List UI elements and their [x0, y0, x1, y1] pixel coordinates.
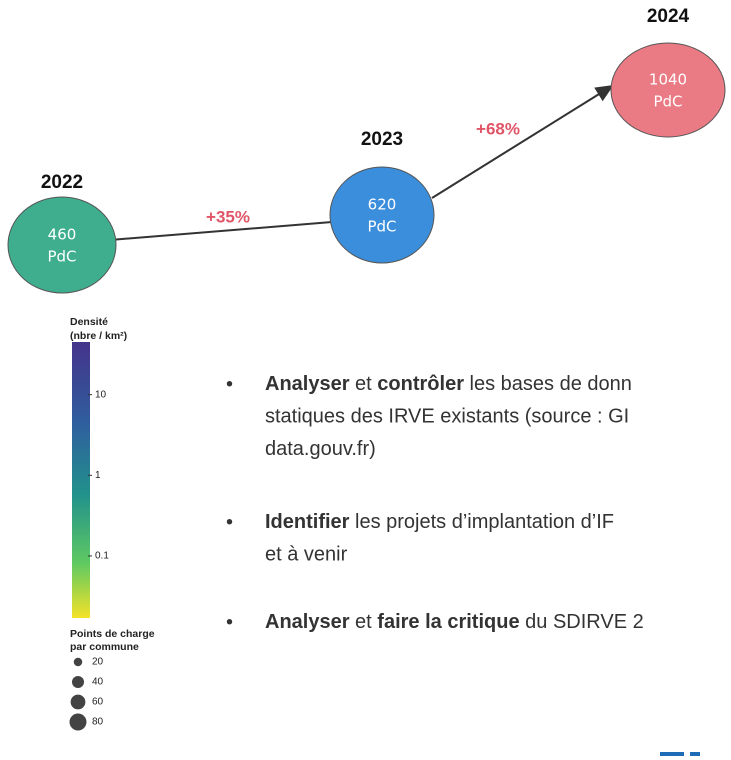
size-key-label: 40	[92, 677, 104, 688]
size-key	[71, 675, 85, 689]
bullet-text: statiques des IRVE existants (source : G…	[265, 406, 629, 428]
node-value: 620	[368, 196, 397, 214]
bullet-text: et	[350, 373, 378, 395]
bullet-line: et à venir	[265, 544, 348, 566]
timeline	[109, 84, 614, 241]
node-unit: PdC	[653, 93, 682, 111]
node-value: 460	[48, 226, 77, 244]
bullet-text: et	[350, 611, 378, 633]
growth-label: +35%	[206, 207, 250, 226]
connector	[109, 221, 333, 241]
density-colorbar	[72, 342, 90, 618]
node-year: 2023	[361, 129, 403, 150]
size-key	[69, 713, 87, 731]
node-value: 1040	[649, 71, 687, 89]
node-year: 2024	[647, 6, 690, 27]
growth-label: +68%	[476, 119, 520, 138]
logo-fragment	[660, 752, 684, 756]
bullet-line: Identifier les projets d’implantation d’…	[265, 511, 614, 533]
bullet-line: statiques des IRVE existants (source : G…	[265, 406, 629, 428]
node-unit: PdC	[367, 218, 396, 236]
bullet-line: Analyser et faire la critique du SDIRVE …	[265, 611, 644, 633]
node-year: 2022	[41, 172, 83, 193]
bullet-text: Analyser	[265, 611, 350, 633]
bullet-text: les bases de donn	[464, 373, 632, 395]
points-title: Points de charge	[70, 628, 155, 640]
bullet-text: du SDIRVE 2	[520, 611, 644, 633]
colorbar-tick-label: 1	[95, 470, 101, 481]
bullet-dot: •	[226, 611, 233, 633]
bullet-text: les projets d’implantation d’IF	[349, 511, 614, 533]
bullet-text: Analyser	[265, 373, 350, 395]
bullet-line: Analyser et contrôler les bases de donn	[265, 373, 632, 395]
bullet-text: data.gouv.fr)	[265, 438, 376, 460]
colorbar-tick-label: 10	[95, 389, 107, 400]
bullet-dot: •	[226, 373, 233, 395]
size-key-label: 60	[92, 697, 104, 708]
size-key	[70, 694, 86, 710]
density-unit: (nbre / km²)	[70, 330, 127, 342]
size-key-label: 20	[92, 657, 104, 668]
density-title: Densité	[70, 316, 108, 328]
timeline-node	[329, 166, 435, 264]
size-key-label: 80	[92, 717, 104, 728]
colorbar-tick-label: 0.1	[95, 551, 109, 562]
points-subtitle: par commune	[70, 641, 139, 653]
timeline-node	[610, 42, 726, 138]
size-key	[73, 657, 83, 667]
timeline-node	[7, 196, 117, 294]
bullet-text: faire la critique	[377, 611, 519, 633]
bullet-line: data.gouv.fr)	[265, 438, 376, 460]
connector	[431, 84, 614, 199]
node-unit: PdC	[47, 248, 76, 266]
bullet-text: Identifier	[265, 511, 350, 533]
bullet-dot: •	[226, 511, 233, 533]
logo-fragment	[690, 752, 700, 756]
bullet-text: et à venir	[265, 544, 348, 566]
bullet-text: contrôler	[377, 373, 464, 395]
